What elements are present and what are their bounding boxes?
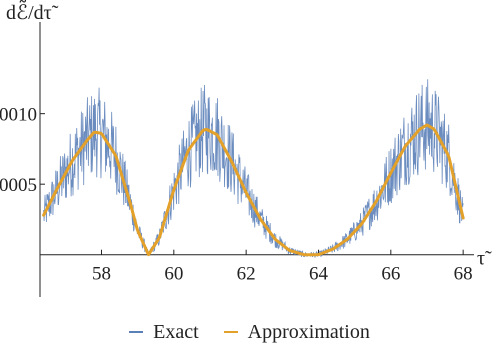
y-tick-label: 0.0005 xyxy=(0,175,37,196)
x-tick-label: 64 xyxy=(309,264,329,285)
x-tick-label: 58 xyxy=(92,264,111,285)
x-tick-label: 68 xyxy=(454,264,473,285)
legend-label-approximation: Approximation xyxy=(247,320,370,343)
series-exact xyxy=(43,79,464,258)
legend-label-exact: Exact xyxy=(153,320,199,343)
legend: Exact Approximation xyxy=(0,316,499,344)
x-axis-label: τ̃ xyxy=(477,248,492,270)
legend-item-exact: Exact xyxy=(129,321,199,344)
y-tick-label: 0.0010 xyxy=(0,105,37,126)
chart: 58 60 62 64 66 68 0.0005 0.0010 dℰ̃/dτ̃ τ̃ xyxy=(0,0,492,297)
legend-swatch-approximation xyxy=(223,331,238,333)
x-tick-label: 60 xyxy=(164,264,183,285)
legend-item-approximation: Approximation xyxy=(223,320,370,344)
legend-swatch-exact xyxy=(129,331,144,333)
y-axis-label: dℰ̃/dτ̃ xyxy=(6,0,59,24)
x-tick-label: 66 xyxy=(381,264,400,285)
series-approximation xyxy=(42,123,465,257)
x-tick-label: 62 xyxy=(237,264,256,285)
